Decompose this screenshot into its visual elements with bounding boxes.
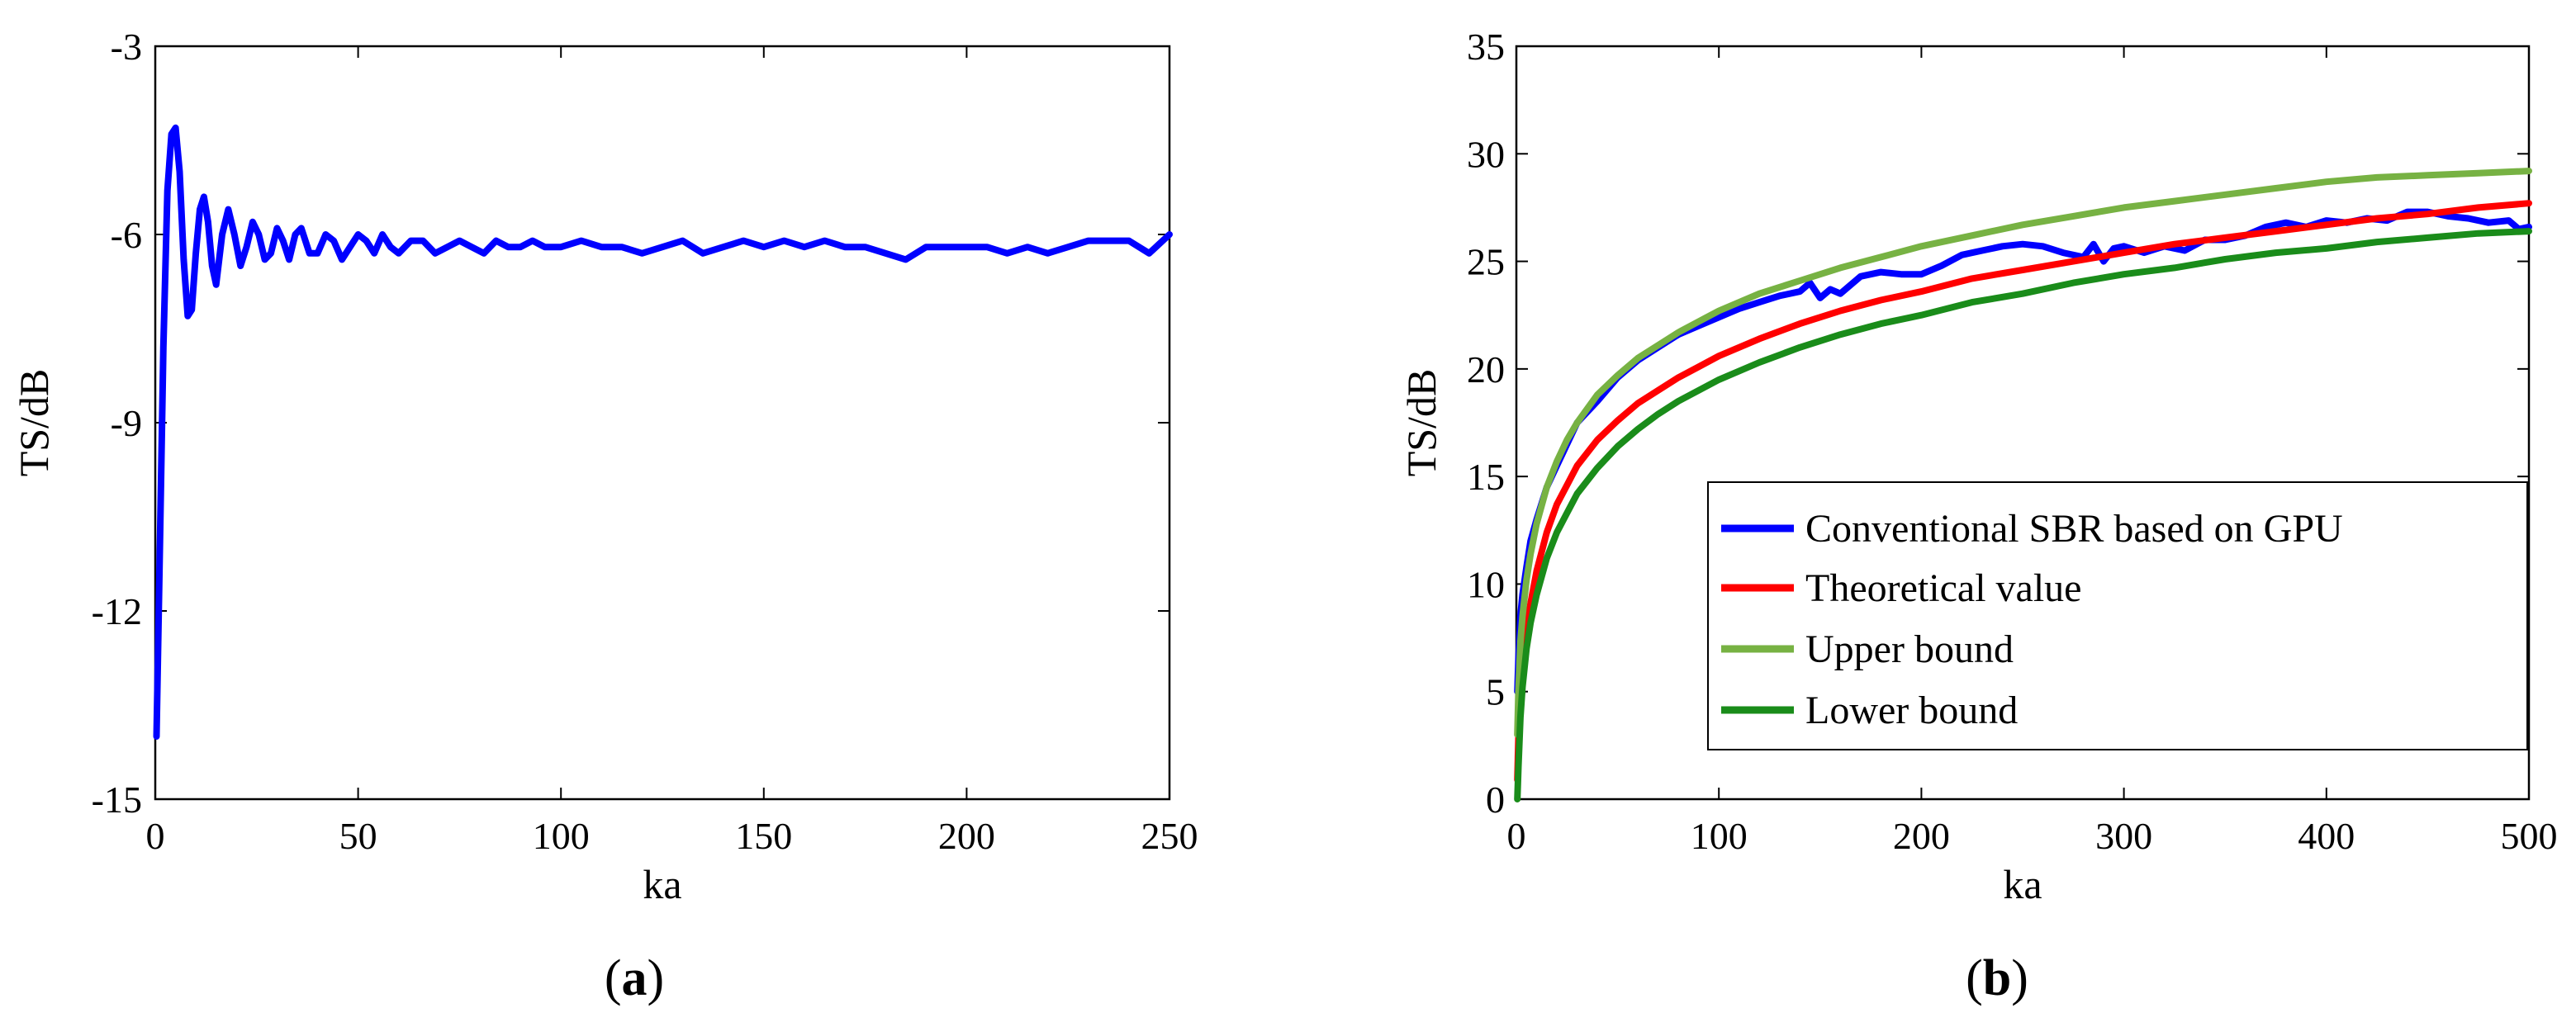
panel-b-ytick-label: 30 <box>1467 133 1505 175</box>
panel-a-x-axis-label: ka <box>643 861 681 907</box>
panel-a: 0 50 100 150 200 250 -15 -12 -9 -6 -3 ka… <box>11 26 1198 1006</box>
panel-a-xtick-label: 150 <box>735 815 792 857</box>
panel-a-ytick-label: -12 <box>92 590 142 632</box>
panel-b-label: (b) <box>1966 950 2028 1006</box>
panel-b-ytick-label: 25 <box>1467 241 1505 283</box>
panel-a-tick-marks <box>154 45 1170 800</box>
panel-a-y-axis-label: TS/dB <box>11 369 57 477</box>
panel-a-label: (a) <box>605 950 664 1006</box>
panel-b-legend: Conventional SBR based on GPU Theoretica… <box>1707 481 2528 750</box>
legend-box <box>1707 481 2528 750</box>
panel-a-xtick-label: 50 <box>339 815 377 857</box>
panel-a-ytick-label: -15 <box>92 779 142 821</box>
panel-a-plot-area <box>154 45 1171 801</box>
panel-a-xtick-label: 100 <box>533 815 590 857</box>
panel-b-ytick-label: 35 <box>1467 26 1505 68</box>
panel-b: 0 100 200 300 400 500 0 5 10 15 20 25 30… <box>1398 26 2558 1006</box>
legend-label: Upper bound <box>1805 627 2014 671</box>
panel-a-xtick-label: 0 <box>146 815 165 857</box>
panel-b-ytick-label: 0 <box>1486 779 1505 821</box>
panel-b-xtick-label: 300 <box>2095 815 2152 857</box>
panel-b-xtick-label: 400 <box>2298 815 2355 857</box>
panel-b-ytick-label: 5 <box>1486 671 1505 713</box>
panel-b-xtick-label: 100 <box>1691 815 1748 857</box>
panel-b-xtick-label: 200 <box>1893 815 1950 857</box>
panel-a-series <box>153 124 1173 740</box>
legend-label: Conventional SBR based on GPU <box>1805 507 2343 551</box>
panel-b-ytick-label: 10 <box>1467 563 1505 605</box>
panel-b-xtick-label: 0 <box>1507 815 1526 857</box>
panel-a-ytick-label: -6 <box>111 214 142 256</box>
panel-b-y-axis-label: TS/dB <box>1398 369 1445 477</box>
panel-a-series-line-ts <box>153 124 1173 740</box>
panel-b-series-line-upper-bound <box>1514 168 2532 738</box>
panel-b-x-axis-label: ka <box>2003 861 2042 907</box>
panel-b-ytick-label: 20 <box>1467 348 1505 391</box>
panel-a-xtick-label: 200 <box>938 815 995 857</box>
legend-label: Theoretical value <box>1805 566 2081 610</box>
panel-b-series <box>1514 168 2532 802</box>
panel-b-series-line-lower-bound <box>1514 228 2532 802</box>
panel-b-ytick-label: 15 <box>1467 456 1505 498</box>
panel-b-xtick-label: 500 <box>2501 815 2558 857</box>
panel-a-ytick-label: -9 <box>111 402 142 444</box>
panel-b-series-line-theoretical-value <box>1514 200 2532 783</box>
panel-a-xtick-label: 250 <box>1141 815 1198 857</box>
legend-label: Lower bound <box>1805 689 2018 732</box>
panel-a-ytick-label: -3 <box>111 26 142 68</box>
